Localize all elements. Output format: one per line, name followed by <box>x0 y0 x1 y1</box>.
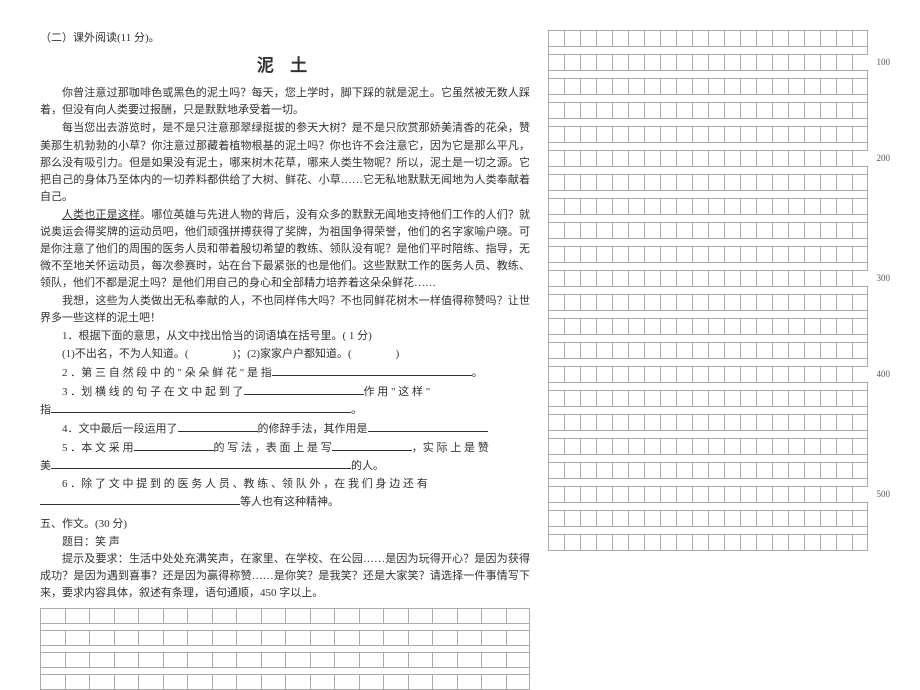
underlined-text: 人类也正是这样 <box>62 209 140 221</box>
blank[interactable] <box>244 383 364 395</box>
composition-topic: 题目：笑 声 <box>40 534 530 551</box>
section-heading: （二）课外阅读(11 分)。 <box>40 30 530 47</box>
composition-grid-left[interactable] <box>40 608 530 690</box>
article-title: 泥 土 <box>40 53 530 79</box>
composition-grid-right[interactable]: 100200300400500 <box>548 30 868 551</box>
grid-count-label: 400 <box>877 369 891 379</box>
question-3: 3 ．划 横 线 的 句 子 在 文 中 起 到 了作 用 " 这 样 " <box>40 383 530 401</box>
blank[interactable] <box>272 364 472 376</box>
paragraph-4: 我想，这些为人类做出无私奉献的人，不也同样伟大吗？不也同鲜花树木一样值得称赞吗？… <box>40 293 530 327</box>
blank[interactable] <box>51 401 351 413</box>
question-6: 6 ．除 了 文 中 提 到 的 医 务 人 员 、教 练 、领 队 外 ，在 … <box>40 476 530 493</box>
blank[interactable] <box>40 493 240 505</box>
blank[interactable] <box>178 420 258 432</box>
grid-count-label: 200 <box>877 153 891 163</box>
paragraph-2: 每当您出去游览时，是不是只注意那翠绿挺拔的参天大树？是不是只欣赏那娇美清香的花朵… <box>40 120 530 205</box>
blank[interactable] <box>368 420 488 432</box>
grid-count-label: 100 <box>877 57 891 67</box>
paragraph-3: 人类也正是这样。哪位英雄与先进人物的背后，没有众多的默默无闻地支持他们工作的人们… <box>40 207 530 292</box>
grid-count-label: 300 <box>877 273 891 283</box>
composition-head: 五、作文。(30 分) <box>40 516 530 533</box>
grid-count-label: 500 <box>877 489 891 499</box>
right-column: 100200300400500 <box>548 30 868 690</box>
blank[interactable] <box>332 439 412 451</box>
question-1-sub: (1)不出名，不为人知道。( )；(2)家家户户都知道。( ) <box>40 346 530 363</box>
blank[interactable] <box>134 439 214 451</box>
question-2: 2 ．第 三 自 然 段 中 的 " 朵 朵 鲜 花 " 是 指。 <box>40 364 530 382</box>
question-5-line2: 美的人。 <box>40 457 530 475</box>
composition-requirements: 提示及要求：生活中处处充满笑声，在家里、在学校、在公园……是因为玩得开心？是因为… <box>40 551 530 602</box>
question-1: 1．根据下面的意思，从文中找出恰当的词语填在括号里。( 1 分) <box>40 328 530 345</box>
left-column: （二）课外阅读(11 分)。 泥 土 你曾注意过那咖啡色或黑色的泥土吗？每天，您… <box>40 30 530 690</box>
question-5: 5 ．本 文 采 用的 写 法 ，表 面 上 是 写，实 际 上 是 赞 <box>40 439 530 457</box>
question-4: 4．文中最后一段运用了的修辞手法，其作用是 <box>40 420 530 438</box>
paragraph-1: 你曾注意过那咖啡色或黑色的泥土吗？每天，您上学时，脚下踩的就是泥土。它虽然被无数… <box>40 85 530 119</box>
blank[interactable] <box>51 457 351 469</box>
question-3-line2: 指。 <box>40 401 530 419</box>
question-6-line2: 等人也有这种精神。 <box>40 493 530 511</box>
